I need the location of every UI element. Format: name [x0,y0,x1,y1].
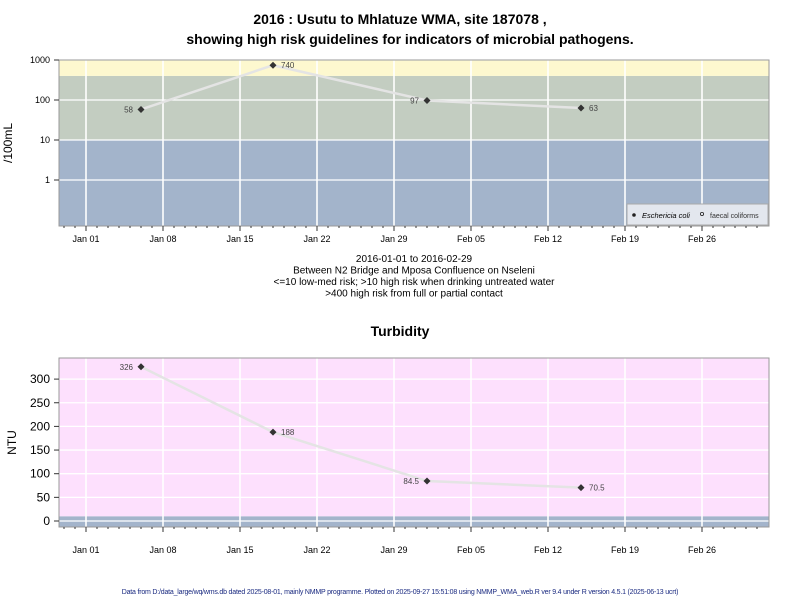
y-tick-label: 100 [30,467,50,481]
y-tick-label: 250 [30,396,50,410]
x-tick-label: Jan 29 [380,545,407,555]
data-point [423,477,431,485]
data-point [269,61,277,69]
chart-subtitle: showing high risk guidelines for indicat… [186,31,633,47]
risk-band [59,358,769,517]
x-tick-label: Jan 22 [303,545,330,555]
x-tick-label: Feb 19 [611,234,639,244]
x-tick-label: Feb 26 [688,234,716,244]
chart-note: Between N2 Bridge and Mposa Confluence o… [293,266,535,277]
data-point [577,484,585,492]
x-tick-label: Feb 12 [534,545,562,555]
legend-marker-open [700,211,705,216]
risk-band [59,75,769,140]
risk-band [59,60,769,76]
y-tick-label: 100 [35,95,50,105]
y-tick-label: 50 [37,490,51,504]
chart-note: >400 high risk from full or partial cont… [325,289,503,300]
x-tick-label: Feb 19 [611,545,639,555]
data-point [577,104,585,112]
legend-label: Eschericia coli [642,211,690,220]
data-label: 70.5 [589,484,605,493]
x-tick-label: Feb 26 [688,545,716,555]
series-line [140,365,582,489]
x-tick-label: Feb 05 [457,545,485,555]
y-tick-label: 0 [43,514,50,528]
y-tick-label: 150 [30,443,50,457]
x-tick-label: Jan 01 [72,545,99,555]
x-tick-label: Jan 01 [72,234,99,244]
footer-note: Data from D:/data_large/wq/wms.db dated … [121,589,679,596]
legend-label: faecal coliforms [710,213,759,220]
y-tick-label: 300 [30,372,50,386]
data-label: 84.5 [403,477,419,486]
x-tick-label: Feb 05 [457,234,485,244]
data-label: 740 [281,61,295,70]
chart-title: Turbidity [371,323,430,339]
legend-box [626,203,769,226]
data-point [137,363,145,371]
data-point [269,428,277,436]
chart-note: <=10 low-med risk; >10 high risk when dr… [274,277,556,288]
data-point [423,97,431,105]
x-tick-label: Jan 08 [149,234,176,244]
y-tick-label: 10 [40,135,50,145]
y-tick-label: 200 [30,419,50,433]
data-point [137,105,145,113]
x-tick-label: Jan 08 [149,545,176,555]
y-axis-label: /100mL [1,123,15,163]
x-tick-label: Jan 15 [226,545,253,555]
x-tick-label: Jan 15 [226,234,253,244]
data-label: 188 [281,428,295,437]
chart-title: 2016 : Usutu to Mhlatuze WMA, site 18707… [253,11,546,27]
y-axis-label: NTU [5,430,19,455]
data-label: 63 [589,104,598,113]
plot-frame [58,357,770,528]
data-label: 58 [124,105,133,114]
data-label: 97 [410,97,419,106]
chart-note: 2016-01-01 to 2016-02-29 [356,254,473,265]
legend-marker-filled [632,213,636,217]
data-label: 326 [120,363,134,372]
y-tick-label: 1000 [30,55,50,65]
series-line [140,63,582,111]
plot-frame [58,59,770,227]
x-tick-label: Jan 22 [303,234,330,244]
x-tick-label: Feb 12 [534,234,562,244]
x-tick-label: Jan 29 [380,234,407,244]
y-tick-label: 1 [45,175,50,185]
